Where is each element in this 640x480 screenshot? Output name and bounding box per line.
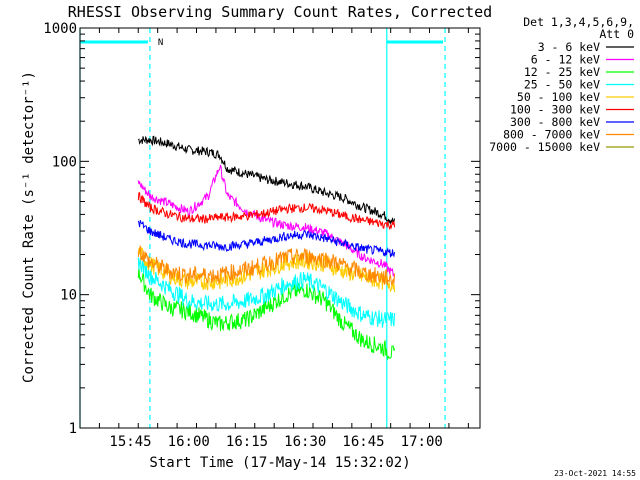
legend-label-4: 50 - 100 keV: [517, 90, 600, 104]
y-tick-label-1: 10: [60, 288, 77, 304]
plot-frame: [79, 27, 481, 429]
legend-label-2: 12 - 25 keV: [524, 65, 600, 79]
x-tick-label-3: 16:30: [284, 434, 326, 450]
night-marker-label: N: [158, 38, 163, 48]
y-axis-label: Corrected Count Rate (s⁻¹ detector⁻¹): [21, 71, 37, 383]
legend-header-line-1: Det 1,3,4,5,6,9,: [523, 15, 634, 29]
legend-label-6: 300 - 800 keV: [510, 115, 600, 129]
x-tick-label-4: 16:45: [342, 434, 384, 450]
chart-title: RHESSI Observing Summary Count Rates, Co…: [68, 3, 492, 21]
y-tick-label-3: 1000: [43, 21, 77, 37]
legend-label-7: 800 - 7000 keV: [503, 128, 600, 142]
legend-label-3: 25 - 50 keV: [524, 78, 600, 92]
legend-header-line-2: Att 0: [599, 27, 634, 41]
series-layer: [137, 135, 396, 361]
y-tick-label-2: 100: [52, 154, 77, 170]
legend-label-1: 6 - 12 keV: [531, 53, 600, 67]
x-axis-label: Start Time (17-May-14 15:32:02): [149, 455, 410, 471]
x-tick-label-0: 15:45: [109, 434, 151, 450]
x-tick-label-5: 17:00: [401, 434, 443, 450]
series-line-0: [137, 135, 396, 226]
series-line-7: [137, 245, 396, 286]
series-line-3: [137, 257, 396, 328]
axes: 1 10 100 1000 15:45 16:00 16:15 16:30 16:45 17:00: [43, 21, 481, 450]
x-tick-label-1: 16:00: [168, 434, 210, 450]
series-line-2: [137, 266, 396, 361]
legend-label-8: 7000 - 15000 keV: [489, 140, 600, 154]
series-line-1: [137, 164, 396, 278]
legend-label-5: 100 - 300 keV: [510, 103, 600, 117]
x-tick-label-2: 16:15: [226, 434, 268, 450]
legend-label-0: 3 - 6 keV: [538, 40, 600, 54]
footer-timestamp: 23-Oct-2021 14:55: [554, 469, 636, 478]
y-tick-label-0: 1: [69, 421, 77, 437]
series-line-6: [137, 220, 396, 258]
series-line-5: [137, 192, 396, 230]
